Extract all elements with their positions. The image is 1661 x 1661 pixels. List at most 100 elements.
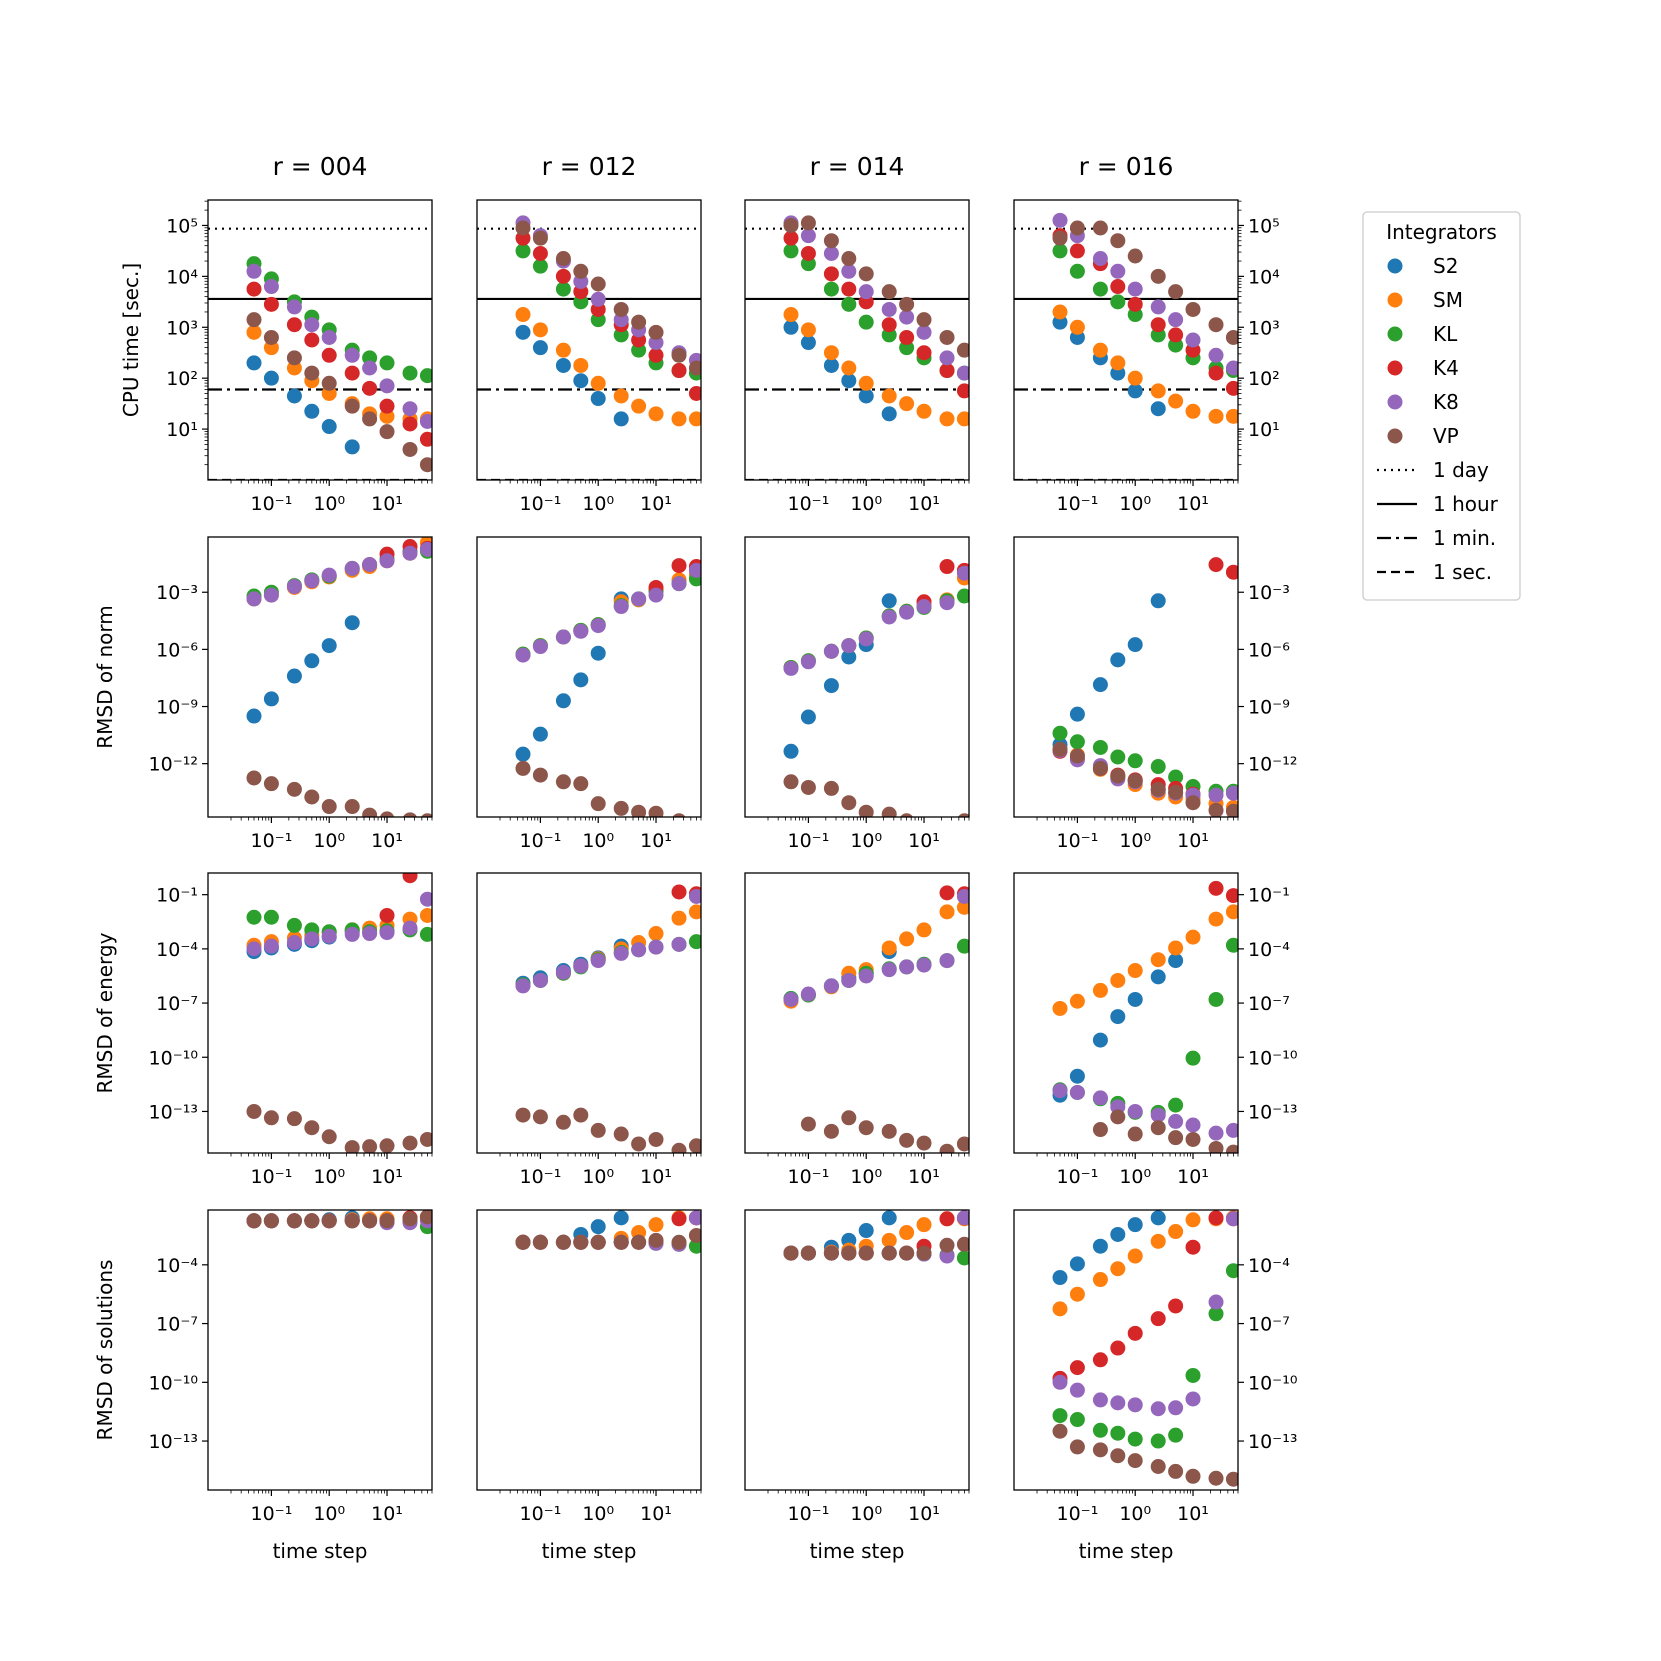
data-point-k8 (1208, 787, 1224, 803)
legend-label: K4 (1433, 356, 1459, 380)
data-point-kl (1127, 1431, 1143, 1447)
y-tick-label: 10⁻⁴ (156, 939, 198, 961)
panel-frame (476, 199, 702, 481)
data-point-vp (939, 1143, 955, 1153)
data-point-k4 (1150, 317, 1166, 333)
data-point-k4 (304, 332, 320, 348)
panel-r0-c0: 10⁻¹ 10⁰ 10¹ 10¹ 10² 10³ 10⁴ 10⁵ (166, 199, 433, 515)
data-point-k8 (402, 920, 418, 936)
panel-plot-area (208, 227, 432, 480)
data-point-k8 (286, 299, 302, 315)
data-point-s2 (881, 406, 897, 422)
data-point-kl (379, 355, 395, 371)
data-point-kl (1185, 1050, 1201, 1066)
data-point-k8 (419, 413, 432, 429)
data-point-k8 (783, 660, 799, 676)
data-point-s2 (304, 653, 320, 669)
data-point-vp (321, 1129, 337, 1145)
y-tick-label: 10⁻⁴ (1248, 1255, 1290, 1277)
data-point-k8 (402, 545, 418, 561)
x-tick-label: 10¹ (640, 1503, 672, 1525)
data-point-kl (515, 243, 531, 259)
data-point-sm (1127, 1248, 1143, 1264)
x-tick-label: 10⁻¹ (1056, 1166, 1098, 1188)
data-point-sm (1208, 911, 1224, 927)
data-point-k4 (671, 558, 687, 574)
data-point-vp (1185, 1468, 1201, 1484)
data-point-k8 (1069, 1382, 1085, 1398)
data-point-k4 (1168, 327, 1184, 343)
data-point-k8 (858, 631, 874, 647)
data-point-k4 (881, 317, 897, 333)
data-point-sm (1092, 1272, 1108, 1288)
data-point-s2 (1168, 953, 1184, 969)
data-point-s2 (532, 726, 548, 742)
data-point-sm (858, 375, 874, 391)
data-point-k8 (956, 1210, 969, 1226)
data-point-sm (1225, 904, 1238, 920)
legend: Integrators S2 SM KL K4 K8 VP 1 day 1 hour 1 min.… (1362, 211, 1521, 601)
data-point-s2 (573, 672, 589, 688)
panel-r2-c0: 10⁻¹ 10⁰ 10¹ 10⁻¹ 10⁻⁴ 10⁻⁷ 10⁻¹⁰ 10⁻¹³ (149, 872, 433, 1188)
data-point-vp (858, 266, 874, 282)
data-point-sm (899, 396, 915, 412)
y-tick-label: 10⁻¹⁰ (149, 1047, 198, 1069)
data-point-kl (1168, 1097, 1184, 1113)
data-point-vp (631, 314, 647, 330)
data-point-vp (1185, 301, 1201, 317)
data-point-kl (419, 368, 432, 384)
x-tick-label: 10¹ (1177, 493, 1209, 515)
data-point-sm (1052, 1000, 1068, 1016)
data-point-s2 (613, 411, 629, 427)
data-point-vp (402, 441, 418, 457)
data-point-vp (344, 799, 360, 815)
legend-marker-s2 (1387, 258, 1403, 274)
x-tick-label: 10⁰ (1119, 830, 1151, 852)
data-point-vp (841, 795, 857, 811)
data-point-vp (344, 1140, 360, 1153)
data-point-k8 (1225, 785, 1238, 801)
data-point-vp (573, 263, 589, 279)
data-point-kl (263, 909, 279, 925)
legend-label: 1 min. (1433, 526, 1496, 550)
x-tick-label: 10¹ (371, 1503, 403, 1525)
x-tick-label: 10⁰ (1119, 1503, 1151, 1525)
data-point-kl (1069, 734, 1085, 750)
data-point-k8 (1208, 1294, 1224, 1310)
data-point-sm (1150, 952, 1166, 968)
data-point-k4 (1110, 279, 1126, 295)
data-point-s2 (1110, 1009, 1126, 1025)
panel-r2-c3: 10⁻¹ 10⁰ 10¹ 10⁻¹ 10⁻⁴ 10⁻⁷ 10⁻¹⁰ 10⁻¹³ (1013, 872, 1297, 1188)
x-tick-label: 10⁰ (313, 1503, 345, 1525)
data-point-vp (671, 347, 687, 363)
data-point-k4 (379, 907, 395, 923)
data-point-sm (671, 910, 687, 926)
data-point-vp (286, 350, 302, 366)
data-point-kl (1225, 1263, 1238, 1279)
y-tick-label: 10⁴ (166, 266, 198, 288)
y-tick-label: 10⁻⁴ (1248, 939, 1290, 961)
data-point-k8 (555, 964, 571, 980)
data-point-sm (1069, 1286, 1085, 1302)
data-point-sm (1110, 355, 1126, 371)
legend-marker-vp (1387, 428, 1403, 444)
data-point-k4 (800, 245, 816, 261)
data-point-kl (555, 281, 571, 297)
data-point-s2 (344, 439, 360, 455)
data-point-k4 (1185, 1239, 1201, 1255)
y-tick-label: 10⁻¹³ (1248, 1431, 1297, 1453)
data-point-kl (1150, 759, 1166, 775)
y-tick-label: 10⁻¹³ (149, 1431, 198, 1453)
data-point-k8 (823, 643, 839, 659)
data-point-k4 (1110, 1340, 1126, 1356)
x-tick-label: 10¹ (908, 1503, 940, 1525)
panel-plot-area (515, 884, 701, 1153)
data-point-s2 (1052, 1270, 1068, 1286)
data-point-sm (1185, 403, 1201, 419)
panel-frame (476, 1209, 702, 1491)
data-point-s2 (555, 357, 571, 373)
data-point-vp (555, 1234, 571, 1250)
data-point-k8 (1052, 212, 1068, 228)
panel-frame (207, 536, 433, 818)
data-point-k8 (648, 939, 664, 955)
